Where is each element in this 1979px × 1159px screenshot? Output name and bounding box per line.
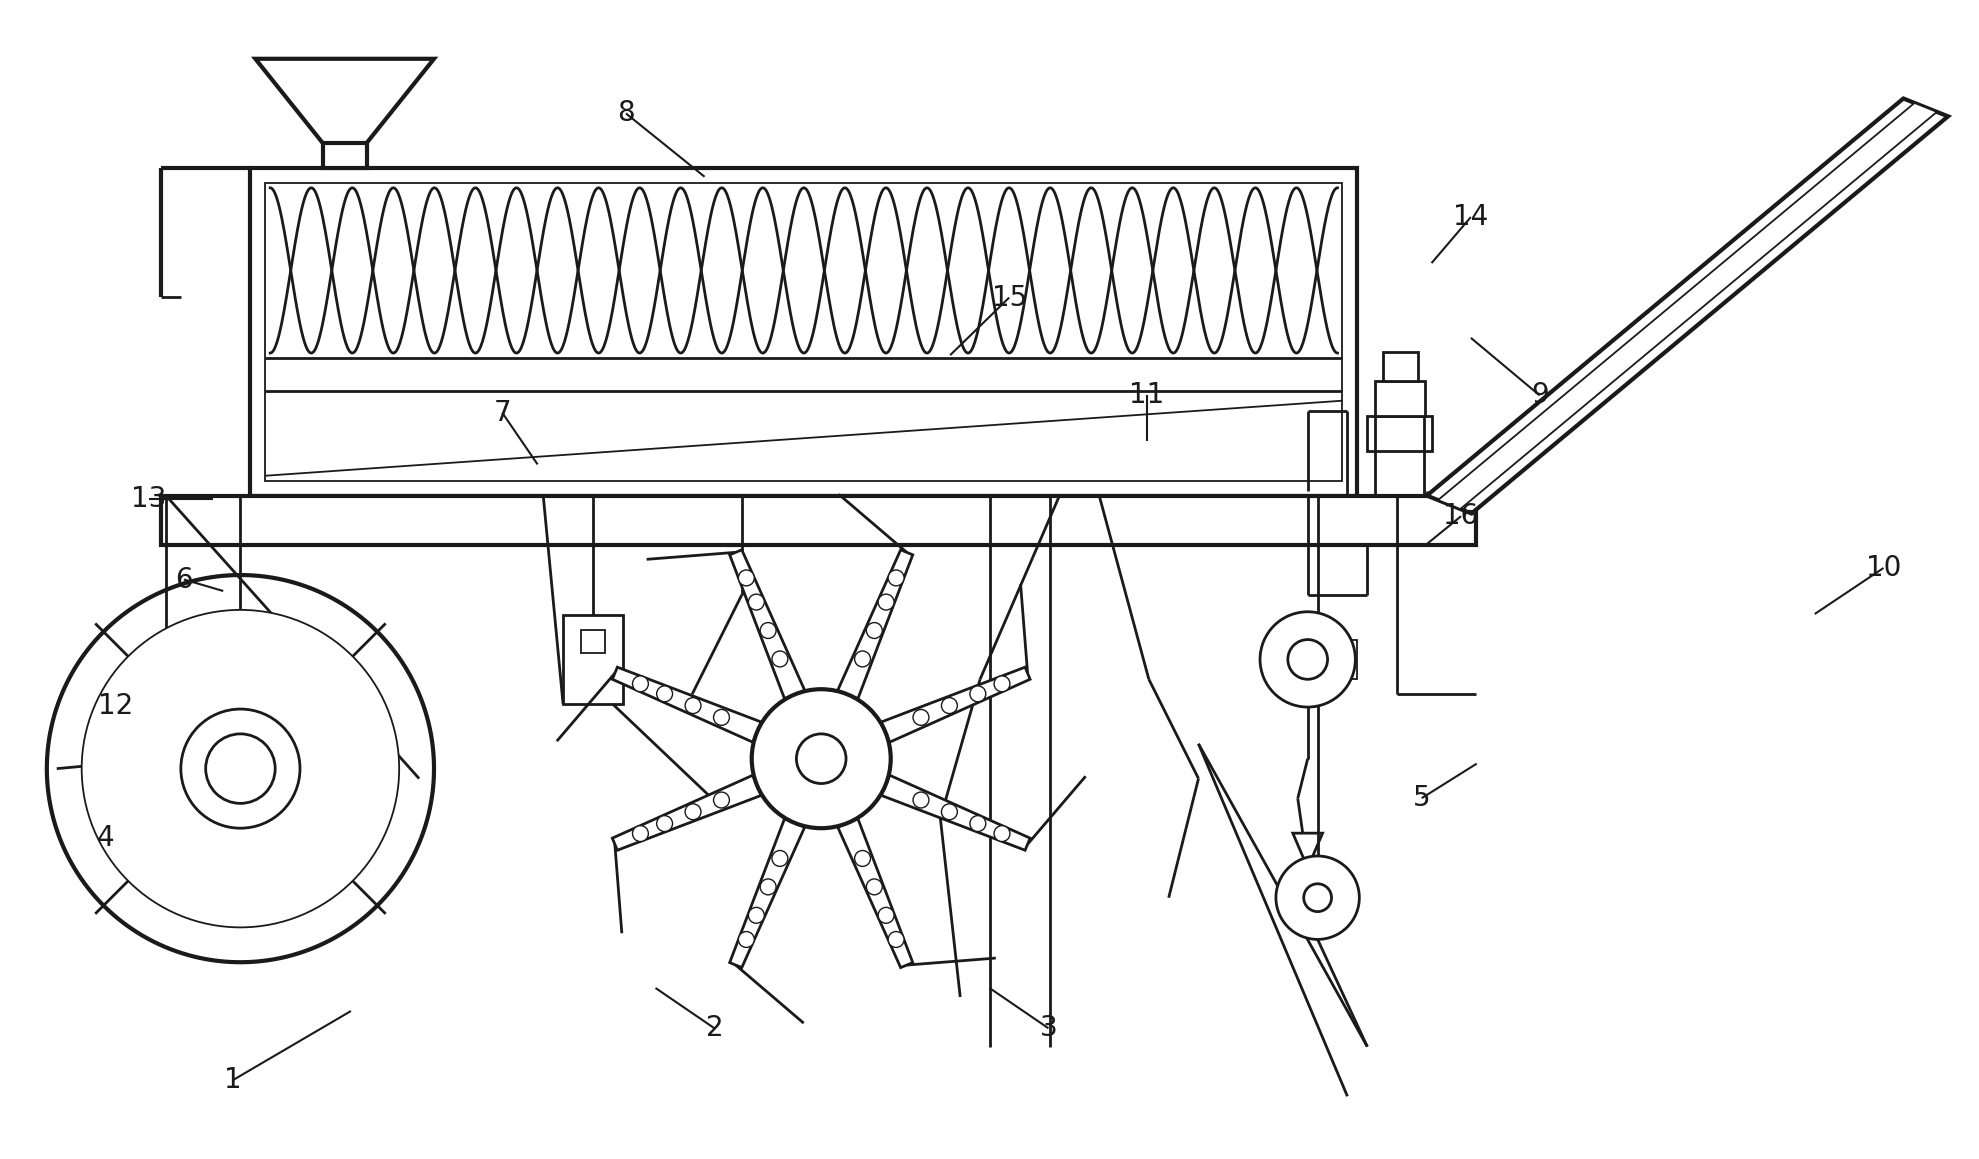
Circle shape: [993, 676, 1009, 692]
Circle shape: [738, 932, 754, 947]
Text: 3: 3: [1039, 1014, 1057, 1042]
Bar: [265, 183, 1342, 481]
Polygon shape: [1427, 99, 1947, 513]
Bar: [564, 614, 623, 705]
Circle shape: [879, 595, 895, 610]
Circle shape: [942, 698, 958, 714]
Circle shape: [657, 686, 673, 701]
Circle shape: [970, 816, 986, 831]
Circle shape: [855, 851, 871, 867]
Circle shape: [714, 792, 730, 808]
Bar: [1383, 351, 1417, 381]
Circle shape: [1304, 884, 1332, 912]
Circle shape: [81, 610, 400, 927]
Circle shape: [206, 734, 275, 803]
Text: 12: 12: [97, 692, 133, 720]
Circle shape: [993, 825, 1009, 841]
Text: 4: 4: [97, 824, 115, 852]
Bar: [160, 496, 1476, 545]
Bar: [1375, 381, 1425, 416]
Polygon shape: [881, 668, 1031, 742]
Circle shape: [714, 709, 730, 726]
Circle shape: [879, 907, 895, 924]
Circle shape: [180, 709, 301, 829]
Polygon shape: [730, 549, 805, 699]
Circle shape: [1288, 640, 1328, 679]
Polygon shape: [730, 818, 805, 968]
Polygon shape: [1292, 833, 1322, 868]
Bar: [251, 168, 1358, 496]
Circle shape: [1276, 857, 1360, 940]
Circle shape: [760, 622, 776, 639]
Text: 15: 15: [991, 284, 1027, 312]
Circle shape: [738, 570, 754, 585]
Text: 11: 11: [1130, 381, 1164, 409]
Text: 9: 9: [1532, 381, 1548, 409]
Text: 6: 6: [174, 566, 192, 593]
Text: 1: 1: [224, 1066, 241, 1094]
Polygon shape: [1439, 103, 1937, 509]
Text: 14: 14: [1453, 203, 1488, 231]
Circle shape: [748, 595, 764, 610]
Bar: [1328, 640, 1358, 679]
Circle shape: [760, 879, 776, 895]
Circle shape: [942, 804, 958, 819]
Text: 7: 7: [493, 399, 511, 427]
Circle shape: [970, 686, 986, 701]
Polygon shape: [255, 59, 433, 144]
Circle shape: [685, 804, 701, 819]
Circle shape: [772, 651, 788, 666]
Circle shape: [912, 792, 928, 808]
Circle shape: [889, 570, 904, 585]
Text: 2: 2: [707, 1014, 722, 1042]
Polygon shape: [612, 668, 762, 742]
Circle shape: [657, 816, 673, 831]
Circle shape: [912, 709, 928, 726]
Polygon shape: [881, 775, 1031, 851]
Circle shape: [685, 698, 701, 714]
Text: 16: 16: [1443, 502, 1478, 530]
Bar: [1367, 416, 1431, 451]
Circle shape: [772, 851, 788, 867]
Text: 5: 5: [1413, 785, 1431, 812]
Circle shape: [867, 879, 883, 895]
Circle shape: [796, 734, 847, 783]
Polygon shape: [837, 818, 912, 968]
Circle shape: [748, 907, 764, 924]
Circle shape: [752, 690, 891, 829]
Circle shape: [867, 622, 883, 639]
Circle shape: [855, 651, 871, 666]
Polygon shape: [837, 549, 912, 699]
Circle shape: [1261, 612, 1356, 707]
Bar: [323, 144, 366, 168]
Text: 10: 10: [1866, 554, 1902, 582]
Bar: [582, 629, 606, 654]
Polygon shape: [612, 775, 762, 851]
Circle shape: [633, 825, 649, 841]
Circle shape: [633, 676, 649, 692]
Circle shape: [889, 932, 904, 947]
Text: 8: 8: [617, 100, 635, 127]
Text: 13: 13: [131, 484, 166, 513]
